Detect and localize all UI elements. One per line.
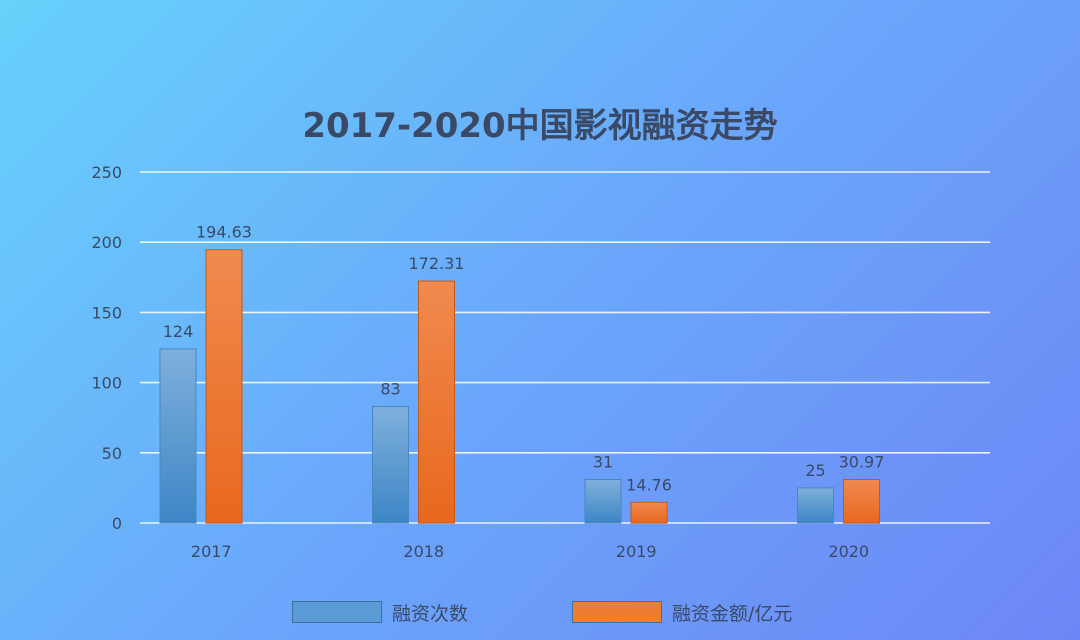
y-tick-label: 0 <box>112 514 122 533</box>
data-label-amount-2019: 14.76 <box>626 475 672 494</box>
bar-count-2019 <box>584 478 622 524</box>
x-tick-label: 2017 <box>191 542 232 561</box>
bar-count-2017 <box>159 348 197 524</box>
x-tick-label: 2020 <box>828 542 869 561</box>
bars <box>159 249 880 524</box>
bar-amount-2017 <box>205 249 243 524</box>
chart-title: 2017-2020中国影视融资走势 <box>302 106 778 146</box>
gridlines <box>140 171 990 524</box>
y-tick-label: 100 <box>91 374 122 393</box>
y-tick-label: 50 <box>102 444 122 463</box>
legend-swatch-count <box>292 601 382 623</box>
y-tick-label: 250 <box>91 163 122 182</box>
legend-label-count: 融资次数 <box>392 602 469 625</box>
data-label-amount-2018: 172.31 <box>409 254 465 273</box>
legend-item-count: 融资次数 <box>292 597 468 627</box>
legend-label-amount: 融资金额/亿元 <box>672 602 793 625</box>
data-label-count-2019: 31 <box>593 452 613 471</box>
legend-item-amount: 融资金额/亿元 <box>572 597 792 627</box>
data-labels: 124 194.63 83 172.31 31 14.76 25 30.97 <box>163 223 885 495</box>
bar-amount-2018 <box>418 280 455 524</box>
bar-amount-2020 <box>843 479 880 524</box>
x-tick-label: 2018 <box>403 542 444 561</box>
data-label-count-2017: 124 <box>163 322 194 341</box>
bar-count-2018 <box>372 405 409 524</box>
y-axis-ticks: 0 50 100 150 200 250 <box>91 163 122 533</box>
legend-swatch-amount <box>572 601 662 623</box>
legend: 融资次数 融资金额/亿元 <box>0 597 1080 627</box>
y-tick-label: 150 <box>91 303 122 322</box>
bar-count-2020 <box>797 487 834 524</box>
data-label-count-2020: 25 <box>805 461 825 480</box>
y-tick-label: 200 <box>91 233 122 252</box>
data-label-amount-2020: 30.97 <box>839 453 885 472</box>
x-axis-ticks: 2017 2018 2019 2020 <box>191 542 869 561</box>
data-label-count-2018: 83 <box>380 379 400 398</box>
bar-amount-2019 <box>630 501 668 524</box>
x-tick-label: 2019 <box>616 542 657 561</box>
data-label-amount-2017: 194.63 <box>196 223 252 242</box>
